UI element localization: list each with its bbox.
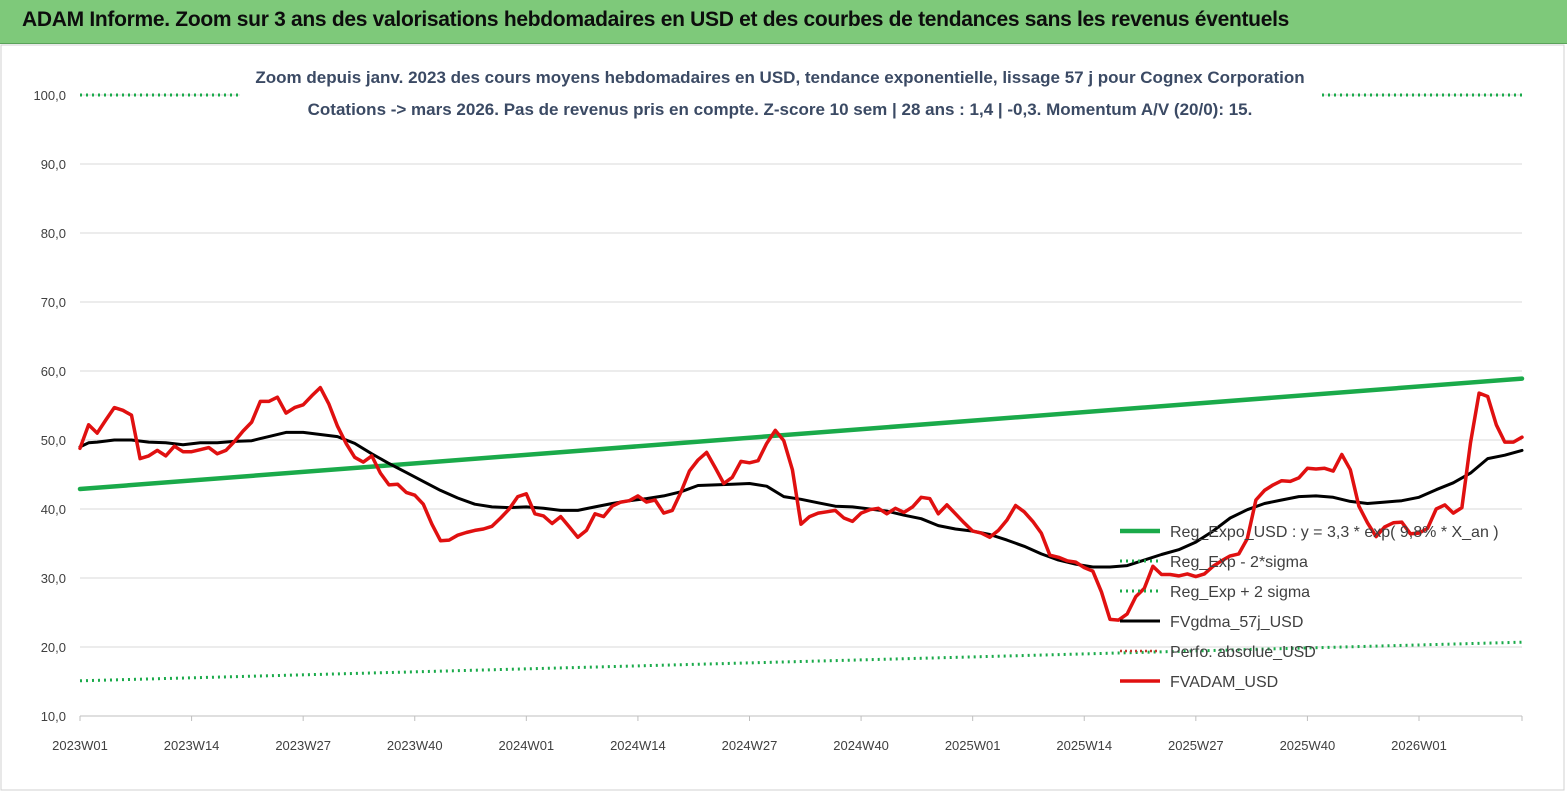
report-title: ADAM Informe. Zoom sur 3 ans des valoris…: [22, 8, 1289, 31]
legend-label: Perfo. absolue_USD: [1170, 644, 1316, 661]
x-tick-label: 2024W40: [833, 738, 889, 753]
series-line-solid-green: [77, 376, 1525, 492]
y-tick-label: 100,0: [33, 88, 66, 103]
y-tick-label: 40,0: [41, 502, 66, 517]
chart-title-line1: Zoom depuis janv. 2023 des cours moyens …: [255, 68, 1304, 87]
chart-area: 10,0 20,0 30,0 40,0 50,0 60,0 70,0 80,0 90,0 100,…: [0, 44, 1567, 792]
x-tick-label: 2026W01: [1391, 738, 1447, 753]
chart-frame: [0, 44, 1565, 791]
x-tick-label: 2023W27: [275, 738, 331, 753]
y-tick-label: 50,0: [41, 433, 66, 448]
y-tick-label: 60,0: [41, 364, 66, 379]
x-tick-label: 2025W27: [1168, 738, 1224, 753]
y-tick-label: 30,0: [41, 571, 66, 586]
x-tick-label: 2025W40: [1280, 738, 1336, 753]
x-tick-label: 2024W27: [722, 738, 778, 753]
legend-label: Reg_Expo_USD : y = 3,3 * exp( 9,8% * X_a…: [1170, 524, 1499, 541]
legend-label: Reg_Exp + 2 sigma: [1170, 584, 1310, 601]
chart-legend: Reg_Expo_USD : y = 3,3 * exp( 9,8% * X_a…: [1120, 524, 1499, 691]
x-tick-label: 2024W01: [499, 738, 555, 753]
chart-title-line2: Cotations -> mars 2026. Pas de revenus p…: [308, 100, 1253, 119]
chart-title-group: Zoom depuis janv. 2023 des cours moyens …: [240, 60, 1322, 128]
header-bar: ADAM Informe. Zoom sur 3 ans des valoris…: [0, 0, 1567, 44]
series-line-dotted-green: [79, 640, 1523, 683]
x-tick-label: 2023W01: [52, 738, 108, 753]
y-tick-label: 20,0: [41, 640, 66, 655]
legend-label: FVgdma_57j_USD: [1170, 614, 1303, 631]
y-tick-label: 70,0: [41, 295, 66, 310]
line-chart: 10,0 20,0 30,0 40,0 50,0 60,0 70,0 80,0 90,0 100,…: [0, 44, 1565, 791]
x-tick-label: 2025W14: [1056, 738, 1112, 753]
x-tick-label: 2024W14: [610, 738, 666, 753]
x-tick-label: 2023W14: [164, 738, 220, 753]
x-tick-label: 2023W40: [387, 738, 443, 753]
series-line-solid-red: [78, 385, 1524, 622]
y-tick-label: 80,0: [41, 226, 66, 241]
y-tick-label: 10,0: [41, 709, 66, 724]
legend-label: Reg_Exp - 2*sigma: [1170, 554, 1308, 571]
chart-title-background: [240, 60, 1322, 128]
legend-label: FVADAM_USD: [1170, 674, 1278, 691]
series-line-solid-black: [78, 430, 1524, 569]
y-tick-label: 90,0: [41, 157, 66, 172]
x-tick-label: 2025W01: [945, 738, 1001, 753]
axes: 10,0 20,0 30,0 40,0 50,0 60,0 70,0 80,0 90,0 100,…: [33, 88, 1523, 753]
